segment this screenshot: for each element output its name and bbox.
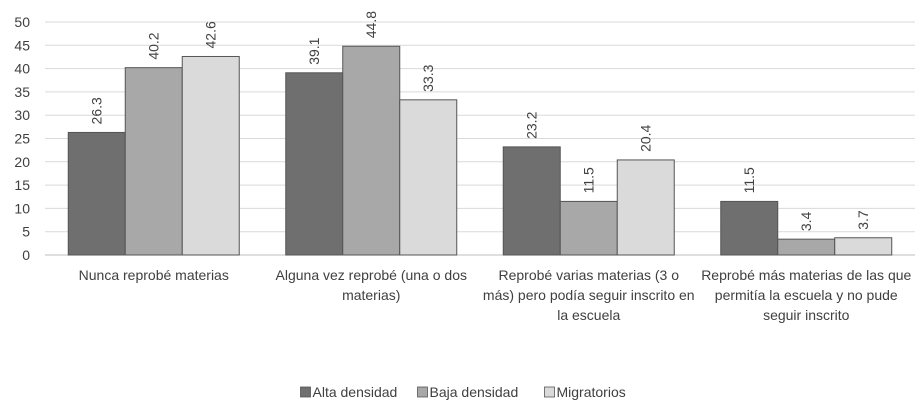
- bar: [285, 72, 344, 256]
- legend-swatch: [544, 386, 555, 398]
- y-tick-label: 10: [14, 200, 30, 216]
- data-label: 11.5: [581, 167, 597, 193]
- y-tick-label: 25: [14, 131, 30, 147]
- data-label: 11.5: [741, 167, 757, 193]
- data-label: 39.1: [306, 37, 322, 64]
- data-label: 20.4: [638, 124, 654, 151]
- x-tick-label: Alguna vez reprobé (una o dos materias): [275, 267, 467, 303]
- y-tick-label: 20: [14, 154, 30, 170]
- bar: [559, 200, 618, 256]
- data-label: 26.3: [89, 97, 105, 124]
- y-tick-label: 45: [14, 37, 30, 53]
- bar: [616, 159, 675, 256]
- y-tick-label: 50: [14, 14, 30, 30]
- x-tick-label: Nunca reprobé materias: [78, 267, 229, 283]
- bar: [181, 55, 240, 256]
- data-label: 3.4: [798, 211, 814, 231]
- legend-swatch: [417, 386, 428, 398]
- data-label: 40.2: [146, 32, 162, 59]
- legend-label: Migratorios: [557, 384, 626, 400]
- legend-label: Baja densidad: [430, 384, 519, 400]
- legend-label: Alta densidad: [313, 384, 398, 400]
- y-tick-label: 15: [14, 177, 30, 193]
- data-label: 3.7: [855, 210, 871, 230]
- bar: [67, 131, 126, 256]
- data-label: 23.2: [524, 111, 540, 138]
- data-label: 33.3: [420, 64, 436, 91]
- data-label: 42.6: [203, 21, 219, 48]
- bar: [777, 238, 836, 256]
- bar: [399, 99, 458, 256]
- bar: [834, 237, 893, 256]
- y-tick-label: 30: [14, 107, 30, 123]
- data-label: 44.8: [363, 11, 379, 38]
- bar: [342, 45, 401, 256]
- y-tick-label: 5: [22, 224, 30, 240]
- legend-swatch: [300, 386, 311, 398]
- bar: [502, 146, 561, 256]
- x-tick-label: Reprobé varias materias (3 o más) pero p…: [482, 267, 695, 323]
- x-tick-label: Reprobé más materias de las que permitía…: [701, 267, 912, 323]
- y-tick-label: 40: [14, 61, 30, 77]
- bar: [124, 67, 183, 256]
- y-tick-label: 35: [14, 84, 30, 100]
- y-tick-label: 0: [22, 247, 30, 263]
- bar: [720, 200, 779, 256]
